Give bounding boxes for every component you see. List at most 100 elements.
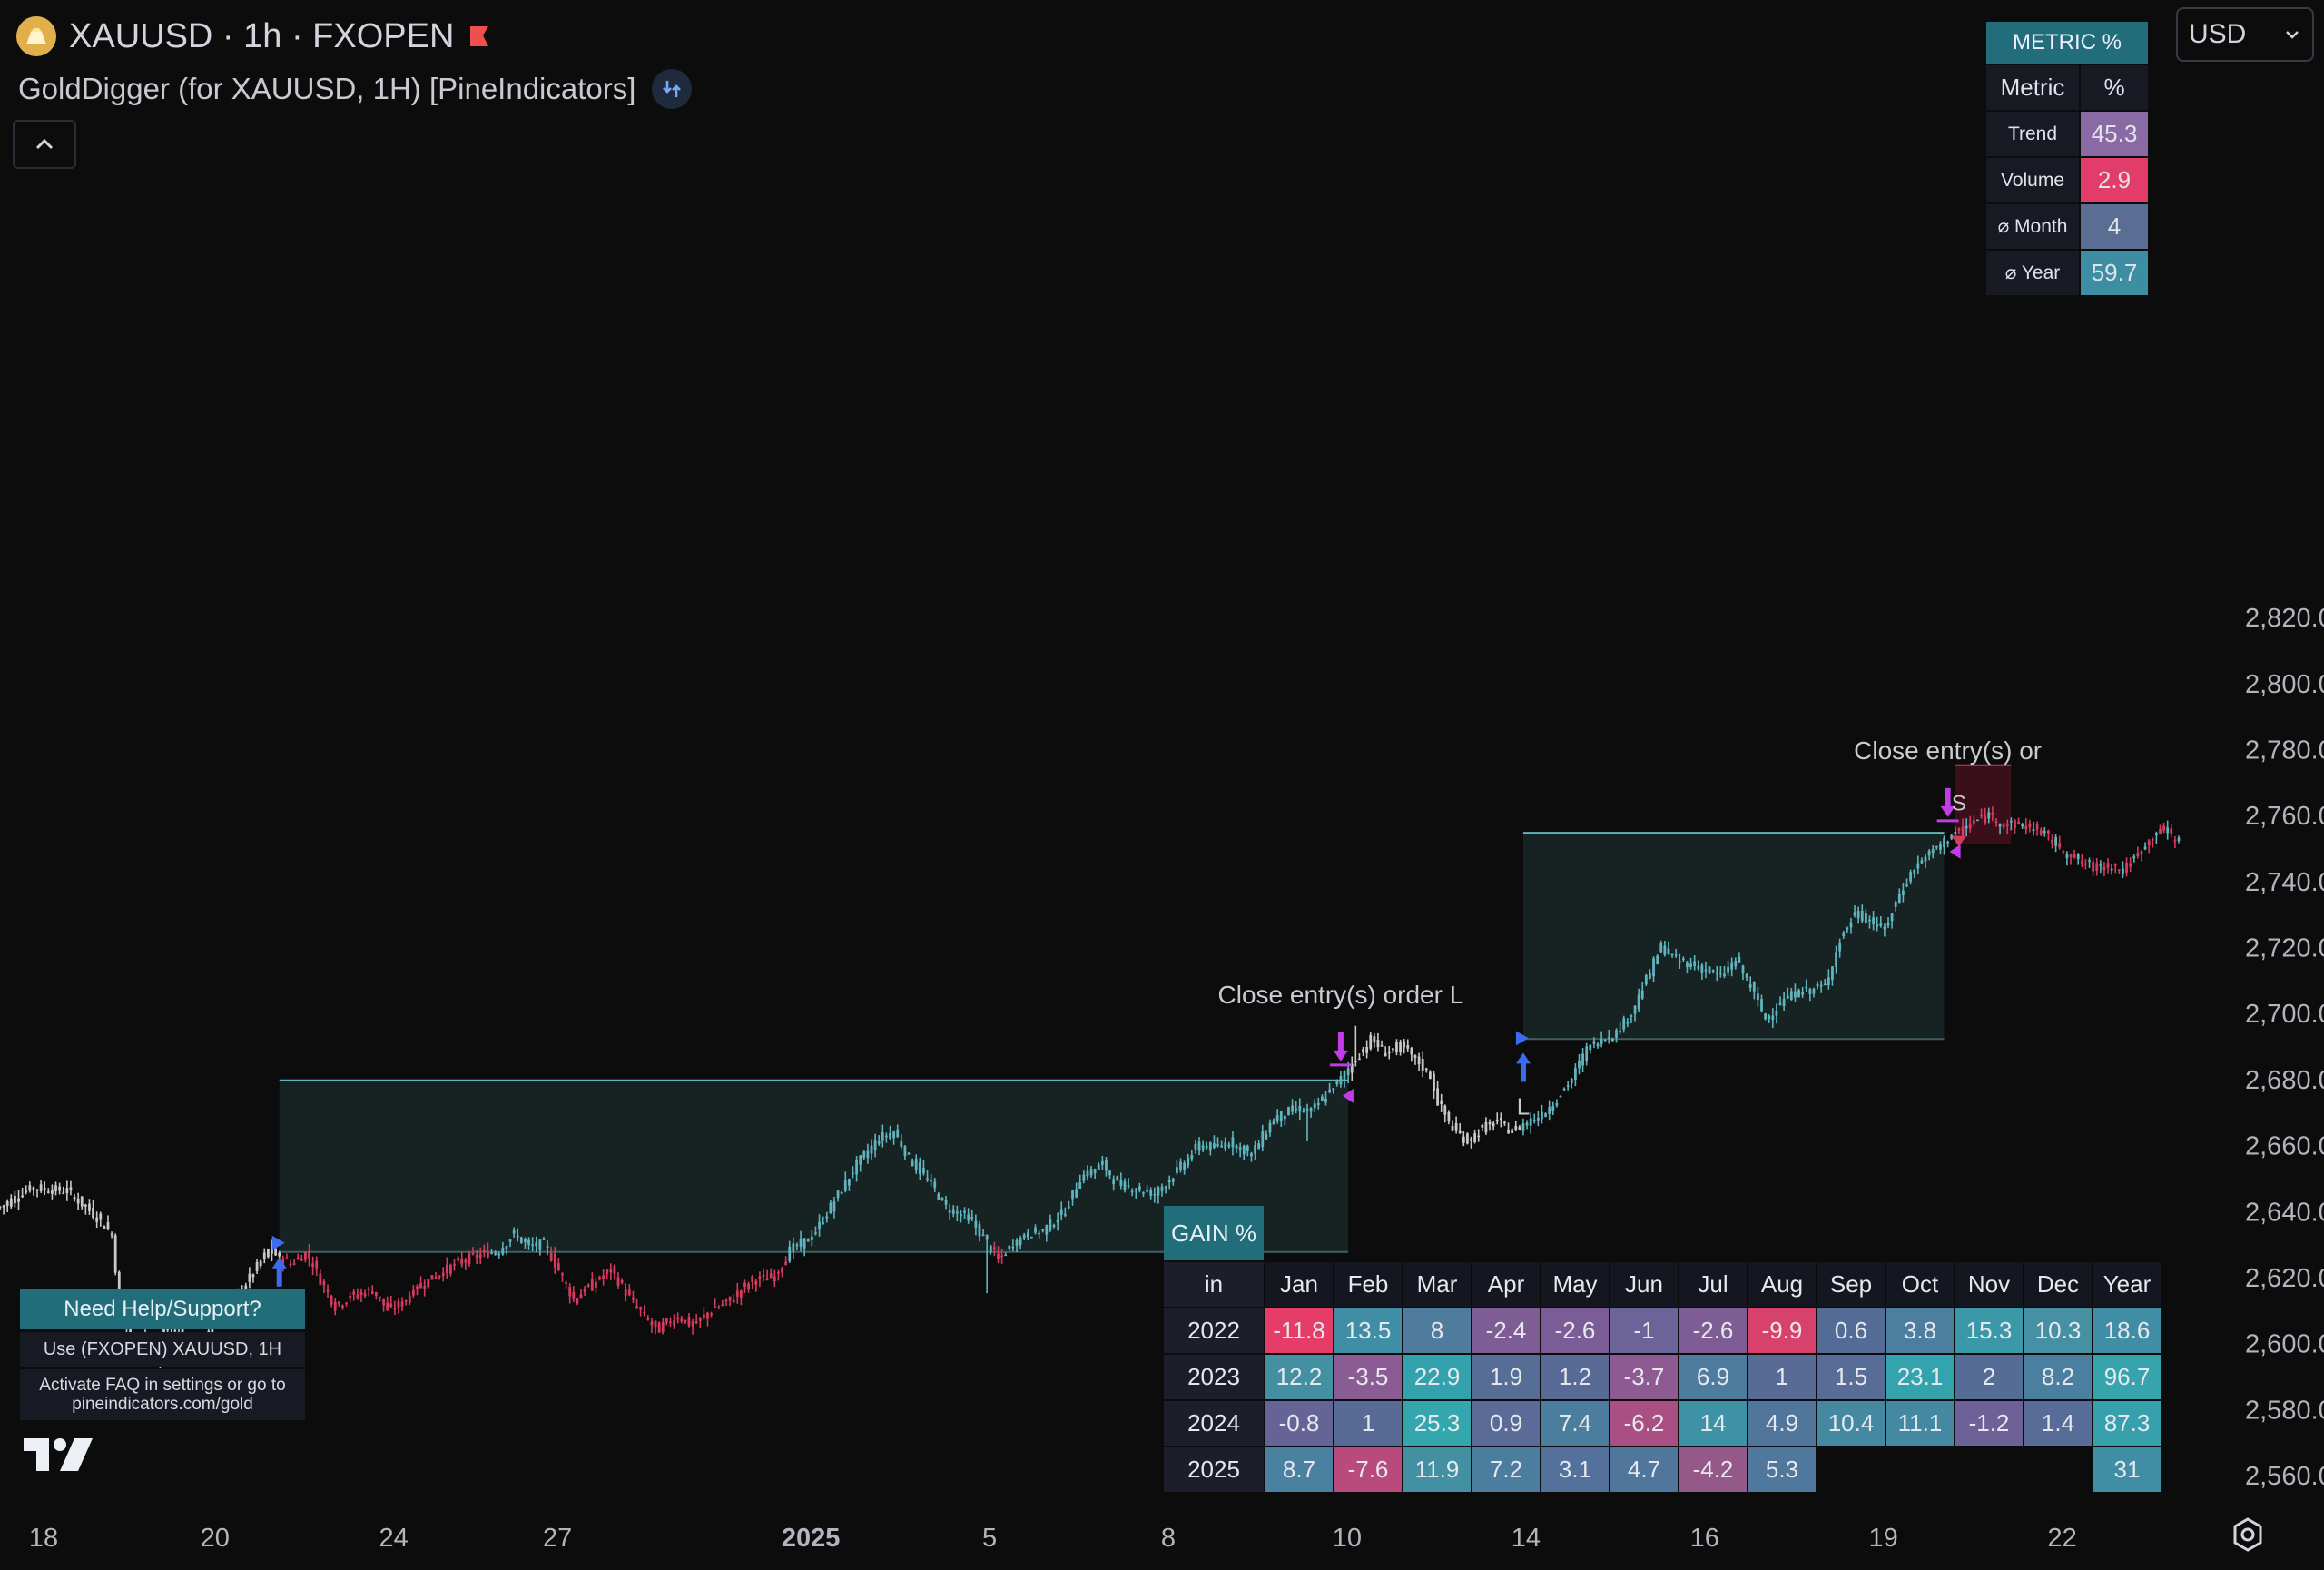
chart-settings-icon[interactable] <box>2230 1516 2266 1553</box>
candle-body <box>1068 1206 1070 1209</box>
candle-body <box>2043 831 2046 834</box>
candle-body <box>624 1289 627 1296</box>
candle-body <box>706 1312 709 1319</box>
candle-body <box>1868 919 1871 922</box>
candle-body <box>1559 1095 1562 1098</box>
candle-body <box>992 1247 996 1250</box>
gain-col-header: in <box>1164 1262 1264 1307</box>
candle-body <box>684 1319 687 1323</box>
candle-body <box>606 1269 609 1274</box>
candle-body <box>687 1316 691 1327</box>
candle-body <box>311 1263 315 1268</box>
candle-body <box>1886 923 1890 926</box>
long-entry-flag <box>1515 1031 1529 1046</box>
collapse-legend-button[interactable] <box>13 120 76 169</box>
indicator-source-icon[interactable] <box>652 69 693 109</box>
candle-body <box>2166 827 2170 834</box>
candle-body <box>1105 1160 1108 1171</box>
candle-body <box>1640 990 1644 999</box>
candle-body <box>1246 1146 1249 1151</box>
candle-body <box>516 1235 519 1238</box>
candle-body <box>2173 840 2177 843</box>
candle-body <box>1291 1105 1294 1112</box>
candle-body <box>99 1213 103 1220</box>
candle-body <box>1704 969 1708 972</box>
flag-icon[interactable] <box>467 24 492 49</box>
candle-body <box>1652 958 1655 977</box>
candle-body <box>1350 1063 1354 1073</box>
candle-body <box>1213 1143 1216 1148</box>
candle-body <box>1313 1103 1316 1109</box>
candle-body <box>1741 965 1745 974</box>
candle-body <box>1283 1115 1286 1120</box>
gain-cell: 12.2 <box>1265 1355 1333 1399</box>
candle-body <box>315 1260 319 1269</box>
candle-body <box>281 1258 285 1264</box>
candle-body <box>449 1264 452 1274</box>
gain-cell-empty <box>2024 1447 2092 1492</box>
symbol-title[interactable]: XAUUSD · 1h · FXOPEN <box>69 16 455 55</box>
indicator-legend[interactable]: GoldDigger (for XAUUSD, 1H) [PineIndicat… <box>18 67 693 111</box>
metric-value: 2.9 <box>2081 158 2148 202</box>
candle-body <box>881 1132 884 1141</box>
candle-body <box>1856 911 1860 919</box>
candle-body <box>1384 1052 1387 1057</box>
candle-body <box>2113 864 2117 866</box>
candle-body <box>370 1291 374 1294</box>
symbol-header[interactable]: XAUUSD · 1h · FXOPEN <box>16 13 492 60</box>
gain-col-header: Year <box>2093 1262 2161 1307</box>
candle-body <box>1551 1106 1555 1111</box>
currency-select[interactable]: USD <box>2176 7 2314 62</box>
candle-body <box>1649 972 1651 979</box>
candle-body <box>691 1321 694 1327</box>
trade-box-short <box>1955 765 2012 844</box>
candle-body <box>769 1273 773 1279</box>
gain-col-header: Jul <box>1679 1262 1747 1307</box>
candle-body <box>877 1141 881 1144</box>
candle-body <box>576 1298 579 1304</box>
candle-body <box>1718 973 1722 974</box>
candle-body <box>657 1322 661 1333</box>
gain-cell: 3.8 <box>1886 1308 1954 1353</box>
candle-body <box>673 1320 675 1326</box>
candle-body <box>572 1292 576 1299</box>
candle-body <box>1697 966 1700 970</box>
gold-symbol-icon <box>16 16 56 56</box>
candle-body <box>1038 1232 1041 1235</box>
candle-body <box>1663 945 1667 955</box>
candle-body <box>1458 1130 1462 1134</box>
candle-body <box>1727 966 1729 973</box>
gain-table: GAIN % in Jan Feb Mar Apr May Jun Jul Aug Sep Oct N… <box>1162 1204 2162 1494</box>
candle-body <box>1797 990 1800 997</box>
candle-body <box>1324 1098 1327 1103</box>
candle-body <box>1935 846 1938 848</box>
candle-body <box>803 1238 806 1249</box>
x-tick-label: 16 <box>1690 1524 1719 1553</box>
candle-body <box>1738 956 1741 963</box>
candle-body <box>333 1302 337 1311</box>
candle-body <box>1980 815 1983 817</box>
candle-body <box>1391 1048 1394 1051</box>
candle-body <box>1254 1145 1256 1154</box>
candle-body <box>389 1303 393 1308</box>
y-tick-label: 2,820.00 <box>2245 604 2324 633</box>
candle-body <box>1137 1186 1141 1191</box>
candle-body <box>457 1258 460 1261</box>
candle-body <box>654 1320 657 1328</box>
gain-cell: -11.8 <box>1265 1308 1333 1353</box>
candle-body <box>1894 901 1897 907</box>
gain-cell: 7.2 <box>1472 1447 1540 1492</box>
candle-body <box>922 1168 925 1174</box>
candle-body <box>2154 833 2158 836</box>
candle-body <box>1190 1154 1194 1160</box>
candle-body <box>1176 1167 1178 1173</box>
candle-body <box>1108 1170 1111 1176</box>
tradingview-logo-icon[interactable] <box>24 1438 93 1475</box>
gain-table-title: GAIN % <box>1164 1206 1264 1260</box>
candle-body <box>1052 1225 1056 1228</box>
candle-body <box>1451 1125 1454 1131</box>
candle-body <box>2099 864 2102 866</box>
indicator-title[interactable]: GoldDigger (for XAUUSD, 1H) [PineIndicat… <box>18 72 636 105</box>
candle-body <box>1015 1240 1019 1247</box>
